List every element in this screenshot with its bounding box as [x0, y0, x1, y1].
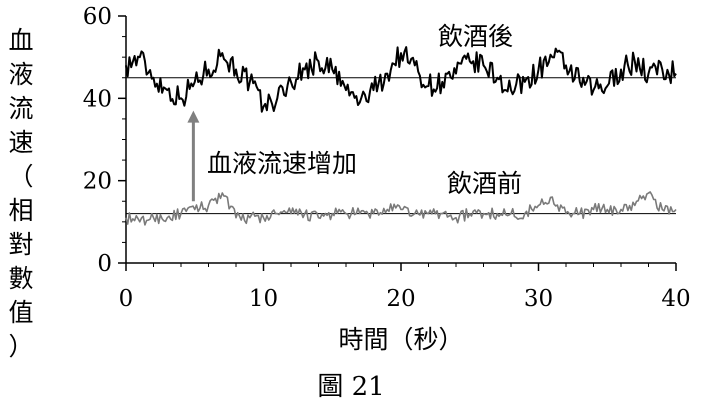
x-tick-label: 10 — [249, 286, 278, 312]
y-axis-label-char: 相 — [8, 196, 34, 225]
y-axis-label-char: 血 — [8, 26, 34, 55]
y-axis-label-char: 數 — [8, 264, 34, 293]
mean-lines — [126, 77, 676, 215]
x-tick-label: 0 — [119, 286, 134, 312]
y-axis-label-char: 對 — [8, 230, 34, 259]
y-axis-label-char: 液 — [8, 60, 34, 89]
series-line-before — [125, 191, 677, 226]
y-axis-label-char: ） — [8, 332, 34, 361]
y-axis-label-char: 流 — [8, 94, 34, 123]
series-layer — [125, 46, 677, 226]
y-tick-label: 40 — [83, 86, 112, 112]
x-axis-label: 時間（秒） — [338, 325, 464, 354]
chart-axes — [118, 15, 677, 271]
annotation-text: 血液流速增加 — [207, 149, 357, 178]
x-tick-label: 30 — [524, 286, 553, 312]
y-tick-label: 0 — [97, 251, 112, 277]
series-line-after — [125, 46, 677, 113]
figure-caption: 圖 21 — [317, 372, 385, 402]
series-label: 飲酒前 — [447, 169, 522, 198]
y-axis-label-char: 速 — [8, 128, 34, 157]
y-axis-label: 血液流速 （ 相對數值 ） — [4, 24, 38, 364]
annotation-arrow-head — [187, 110, 200, 123]
x-tick-label: 40 — [661, 286, 690, 312]
y-tick-label: 60 — [83, 4, 112, 30]
y-axis-label-char: （ — [8, 162, 34, 191]
annotation-layer: 血液流速增加 — [187, 110, 357, 202]
y-tick-label: 20 — [83, 169, 112, 195]
x-tick-label: 20 — [386, 286, 415, 312]
tick-labels: 0 20 40 60 0 10 20 30 40 — [83, 4, 691, 312]
series-label: 飲酒後 — [438, 22, 513, 51]
y-axis-label-char: 值 — [8, 298, 34, 327]
